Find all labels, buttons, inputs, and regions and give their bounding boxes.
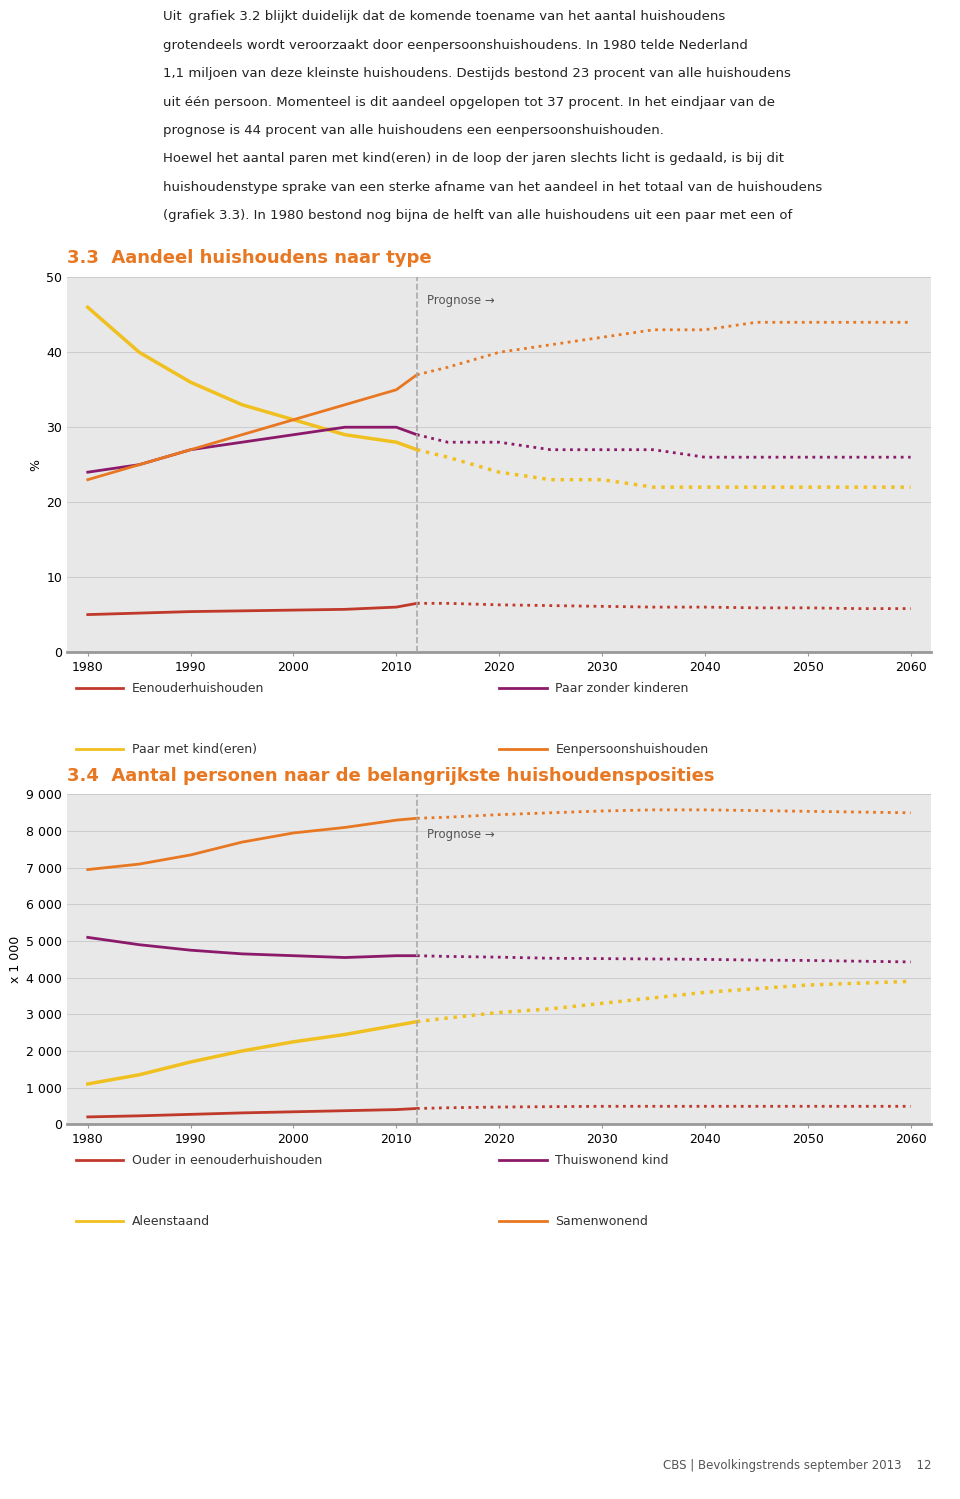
Text: prognose is 44 procent van alle huishoudens een eenpersoonshuishouden.: prognose is 44 procent van alle huishoud… xyxy=(163,124,664,136)
Text: 1,1 miljoen van deze kleinste huishoudens. Destijds bestond 23 procent van alle : 1,1 miljoen van deze kleinste huishouden… xyxy=(163,67,791,81)
Text: Paar met kind(eren): Paar met kind(eren) xyxy=(132,742,257,755)
Text: huishoudenstype sprake van een sterke afname van het aandeel in het totaal van d: huishoudenstype sprake van een sterke af… xyxy=(163,181,823,193)
Text: 3.4  Aantal personen naar de belangrijkste huishoudensposities: 3.4 Aantal personen naar de belangrijkst… xyxy=(67,766,714,784)
Text: CBS | Bevolkingstrends september 2013    12: CBS | Bevolkingstrends september 2013 12 xyxy=(662,1459,931,1472)
Text: Aleenstaand: Aleenstaand xyxy=(132,1214,210,1228)
Text: grotendeels wordt veroorzaakt door eenpersoonshuishoudens. In 1980 telde Nederla: grotendeels wordt veroorzaakt door eenpe… xyxy=(163,39,748,52)
Text: Thuiswonend kind: Thuiswonend kind xyxy=(555,1154,669,1166)
Text: Ouder in eenouderhuishouden: Ouder in eenouderhuishouden xyxy=(132,1154,323,1166)
Text: Paar zonder kinderen: Paar zonder kinderen xyxy=(555,682,688,694)
Y-axis label: x 1 000: x 1 000 xyxy=(10,935,22,983)
Text: Prognose →: Prognose → xyxy=(427,294,495,307)
Y-axis label: %: % xyxy=(29,459,42,471)
Text: Eenouderhuishouden: Eenouderhuishouden xyxy=(132,682,264,694)
Text: uit één persoon. Momenteel is dit aandeel opgelopen tot 37 procent. In het eindj: uit één persoon. Momenteel is dit aandee… xyxy=(163,96,776,109)
Text: Uit  grafiek 3.2 blijkt duidelijk dat de komende toename van het aantal huishoud: Uit grafiek 3.2 blijkt duidelijk dat de … xyxy=(163,10,726,24)
Text: (grafiek 3.3). In 1980 bestond nog bijna de helft van alle huishoudens uit een p: (grafiek 3.3). In 1980 bestond nog bijna… xyxy=(163,210,792,222)
Text: Eenpersoonshuishouden: Eenpersoonshuishouden xyxy=(555,742,708,755)
Text: 3.3  Aandeel huishoudens naar type: 3.3 Aandeel huishoudens naar type xyxy=(67,249,432,267)
Text: Samenwonend: Samenwonend xyxy=(555,1214,648,1228)
Text: Hoewel het aantal paren met kind(eren) in de loop der jaren slechts licht is ged: Hoewel het aantal paren met kind(eren) i… xyxy=(163,153,784,165)
Text: Prognose →: Prognose → xyxy=(427,829,495,841)
